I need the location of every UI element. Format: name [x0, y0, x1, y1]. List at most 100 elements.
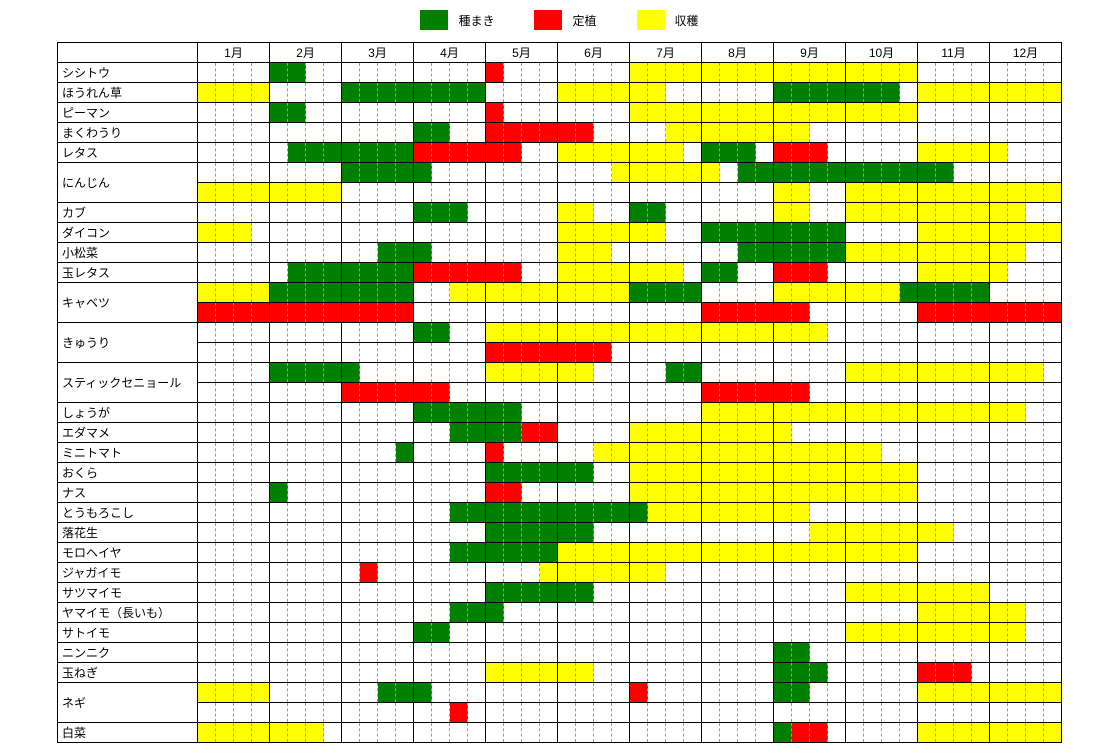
calendar-cell: [702, 583, 720, 603]
calendar-cell: [558, 243, 576, 263]
calendar-cell: [936, 683, 954, 703]
calendar-cell: [288, 403, 306, 423]
calendar-cell: [360, 543, 378, 563]
calendar-cell: [288, 123, 306, 143]
calendar-cell: [378, 223, 396, 243]
calendar-cell: [558, 143, 576, 163]
calendar-cell: [702, 143, 720, 163]
calendar-cell: [774, 103, 792, 123]
calendar-cell: [216, 563, 234, 583]
calendar-cell: [900, 463, 918, 483]
calendar-cell: [486, 123, 504, 143]
calendar-cell: [414, 323, 432, 343]
calendar-cell: [774, 663, 792, 683]
calendar-cell: [1044, 443, 1062, 463]
calendar-cell: [720, 603, 738, 623]
calendar-cell: [216, 623, 234, 643]
calendar-cell: [432, 103, 450, 123]
calendar-cell: [288, 703, 306, 723]
calendar-cell: [720, 403, 738, 423]
calendar-cell: [504, 523, 522, 543]
calendar-cell: [756, 403, 774, 423]
calendar-cell: [990, 583, 1008, 603]
calendar-cell: [738, 243, 756, 263]
calendar-cell: [576, 223, 594, 243]
calendar-cell: [612, 343, 630, 363]
calendar-cell: [846, 243, 864, 263]
calendar-cell: [666, 263, 684, 283]
calendar-cell: [432, 183, 450, 203]
calendar-cell: [576, 183, 594, 203]
calendar-cell: [828, 543, 846, 563]
calendar-cell: [756, 303, 774, 323]
calendar-cell: [306, 623, 324, 643]
calendar-cell: [450, 683, 468, 703]
calendar-cell: [342, 83, 360, 103]
crop-row: モロヘイヤ: [58, 543, 1062, 563]
calendar-cell: [414, 163, 432, 183]
calendar-cell: [918, 103, 936, 123]
calendar-cell: [918, 603, 936, 623]
crop-row: サトイモ: [58, 623, 1062, 643]
calendar-cell: [774, 503, 792, 523]
crop-label: きゅうり: [58, 323, 198, 363]
calendar-cell: [828, 603, 846, 623]
calendar-cell: [504, 603, 522, 623]
calendar-cell: [468, 323, 486, 343]
calendar-cell: [396, 443, 414, 463]
calendar-cell: [702, 63, 720, 83]
calendar-cell: [738, 483, 756, 503]
calendar-cell: [648, 603, 666, 623]
calendar-cell: [828, 703, 846, 723]
calendar-cell: [252, 63, 270, 83]
calendar-cell: [846, 623, 864, 643]
calendar-cell: [378, 323, 396, 343]
calendar-cell: [306, 343, 324, 363]
calendar-cell: [486, 343, 504, 363]
calendar-cell: [378, 443, 396, 463]
calendar-cell: [936, 563, 954, 583]
calendar-cell: [450, 203, 468, 223]
calendar-cell: [684, 283, 702, 303]
calendar-cell: [738, 183, 756, 203]
calendar-cell: [720, 263, 738, 283]
calendar-cell: [972, 383, 990, 403]
calendar-cell: [864, 103, 882, 123]
calendar-cell: [306, 603, 324, 623]
calendar-cell: [882, 63, 900, 83]
calendar-cell: [810, 683, 828, 703]
calendar-cell: [810, 563, 828, 583]
month-header: 7月: [630, 43, 702, 63]
calendar-cell: [756, 423, 774, 443]
calendar-cell: [594, 583, 612, 603]
calendar-cell: [468, 343, 486, 363]
calendar-cell: [720, 123, 738, 143]
calendar-cell: [738, 503, 756, 523]
calendar-cell: [954, 303, 972, 323]
calendar-cell: [324, 363, 342, 383]
calendar-cell: [288, 523, 306, 543]
calendar-cell: [234, 683, 252, 703]
calendar-cell: [972, 103, 990, 123]
calendar-cell: [864, 723, 882, 743]
calendar-cell: [522, 403, 540, 423]
crop-row: ニンニク: [58, 643, 1062, 663]
calendar-cell: [306, 283, 324, 303]
calendar-cell: [252, 423, 270, 443]
calendar-cell: [342, 723, 360, 743]
calendar-cell: [468, 123, 486, 143]
calendar-cell: [792, 603, 810, 623]
calendar-cell: [414, 283, 432, 303]
calendar-cell: [378, 723, 396, 743]
calendar-cell: [648, 203, 666, 223]
calendar-cell: [504, 83, 522, 103]
calendar-cell: [594, 223, 612, 243]
calendar-cell: [486, 563, 504, 583]
calendar-cell: [1044, 183, 1062, 203]
calendar-cell: [234, 103, 252, 123]
calendar-cell: [234, 663, 252, 683]
calendar-cell: [990, 503, 1008, 523]
calendar-cell: [504, 183, 522, 203]
calendar-cell: [882, 303, 900, 323]
calendar-cell: [324, 543, 342, 563]
